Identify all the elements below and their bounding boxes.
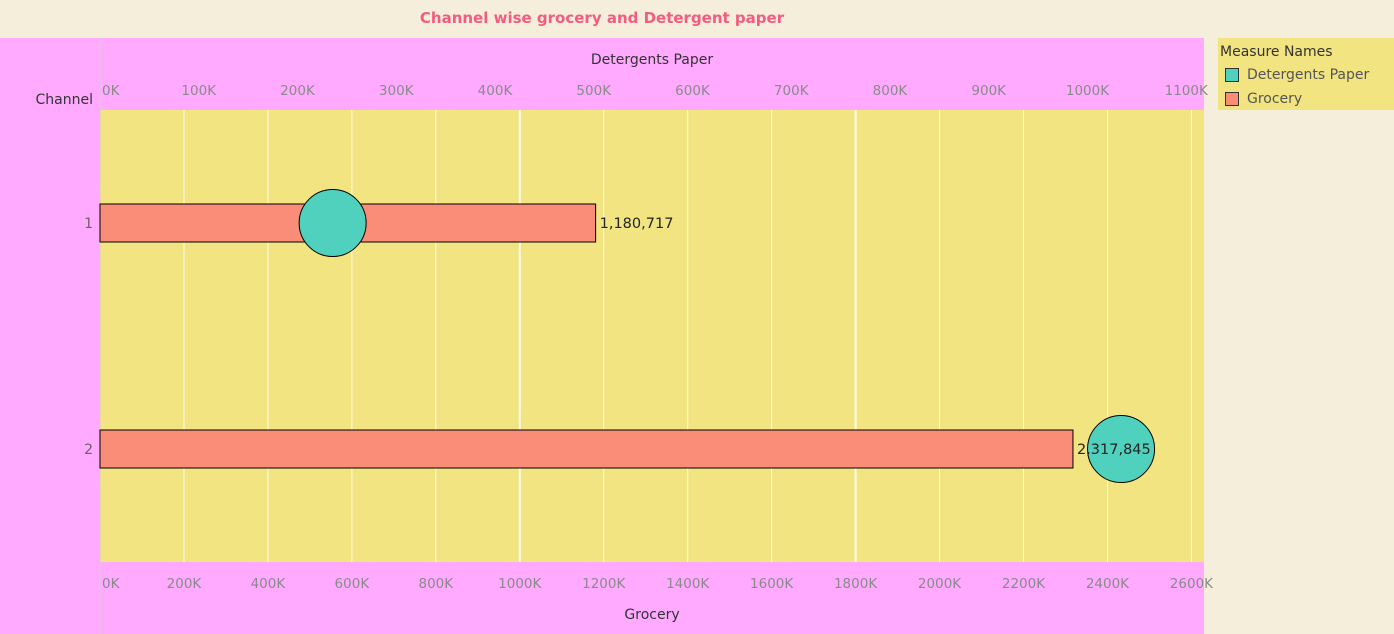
detergents-circle xyxy=(1087,415,1156,483)
row-header-title: Channel xyxy=(36,92,93,108)
legend-swatch-detergents-paper xyxy=(1225,68,1239,82)
top-axis-ticks: 0K 100K 200K 300K 400K 500K 600K 700K 800K 900K 10… xyxy=(102,83,1209,99)
grocery-value-label: 2,317,845 xyxy=(1077,442,1151,458)
bottom-tick-label: 2400K xyxy=(1086,576,1130,592)
bottom-tick-label: 800K xyxy=(419,576,455,592)
bottom-tick-label: 0K xyxy=(102,576,121,592)
grocery-value-label: 1,180,717 xyxy=(600,216,674,232)
legend-item-detergents-paper[interactable]: Detergents Paper xyxy=(1220,63,1394,87)
top-tick-label: 200K xyxy=(280,83,316,99)
top-tick-label: 400K xyxy=(478,83,514,99)
chart-title: Channel wise grocery and Detergent paper xyxy=(420,9,785,27)
top-tick-label: 1100K xyxy=(1165,83,1209,99)
bottom-axis-ticks: 0K 200K 400K 600K 800K 1000K 1200K 1400K 1600K 18… xyxy=(102,576,1214,592)
top-tick-label: 700K xyxy=(774,83,810,99)
row-label: 2 xyxy=(84,442,93,458)
legend-title: Measure Names xyxy=(1220,44,1333,60)
bottom-tick-label: 1600K xyxy=(750,576,794,592)
top-axis-title: Detergents Paper xyxy=(591,52,714,68)
bottom-tick-label: 600K xyxy=(335,576,371,592)
grocery-bar xyxy=(99,429,1074,469)
bottom-tick-label: 2600K xyxy=(1170,576,1214,592)
plot-area xyxy=(100,110,1204,562)
top-tick-label: 900K xyxy=(971,83,1007,99)
row-labels: 12 xyxy=(84,216,93,458)
bottom-tick-label: 1400K xyxy=(666,576,710,592)
bottom-tick-label: 2200K xyxy=(1002,576,1046,592)
bottom-tick-label: 1200K xyxy=(582,576,626,592)
bottom-tick-label: 200K xyxy=(167,576,203,592)
top-tick-label: 1000K xyxy=(1066,83,1110,99)
legend-swatch-grocery xyxy=(1225,92,1239,106)
detergents-circle xyxy=(298,189,367,257)
bottom-tick-label: 1800K xyxy=(834,576,878,592)
row-label: 1 xyxy=(84,216,93,232)
legend-item-grocery[interactable]: Grocery xyxy=(1220,87,1394,111)
top-tick-label: 0K xyxy=(102,83,121,99)
top-tick-label: 100K xyxy=(181,83,217,99)
bottom-tick-label: 1000K xyxy=(498,576,542,592)
bottom-tick-label: 2000K xyxy=(918,576,962,592)
top-tick-label: 300K xyxy=(379,83,415,99)
grid-lines xyxy=(183,110,1192,562)
top-tick-label: 800K xyxy=(873,83,909,99)
legend-label-detergents-paper: Detergents Paper xyxy=(1247,67,1370,83)
legend-label-grocery: Grocery xyxy=(1247,91,1303,107)
bottom-tick-label: 400K xyxy=(251,576,287,592)
data-labels: 1,180,717 2,317,845 xyxy=(600,216,1151,458)
bottom-axis-title: Grocery xyxy=(624,607,679,623)
top-tick-label: 600K xyxy=(675,83,711,99)
detergents-circles xyxy=(298,189,1156,483)
top-tick-label: 500K xyxy=(576,83,612,99)
legend: Measure Names Detergents Paper Grocery xyxy=(1218,38,1394,110)
